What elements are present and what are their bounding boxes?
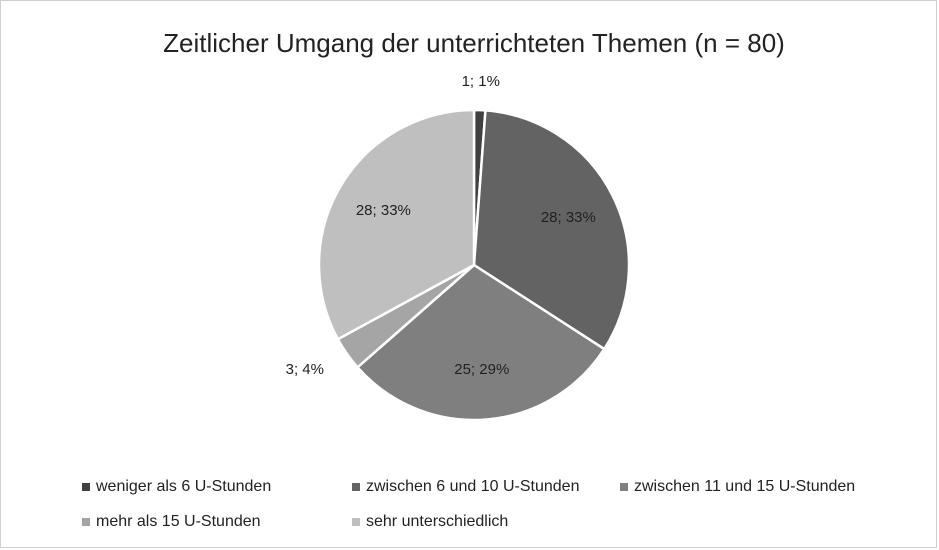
data-label: 3; 4% xyxy=(286,361,324,378)
chart-title: Zeitlicher Umgang der unterrichteten The… xyxy=(163,28,785,58)
legend-marker xyxy=(352,518,360,526)
legend-label: zwischen 6 und 10 U-Stunden xyxy=(366,478,579,495)
data-label: 1; 1% xyxy=(462,73,500,90)
pie-slice xyxy=(355,263,606,422)
legend-label: weniger als 6 U-Stunden xyxy=(95,478,271,495)
legend-label: zwischen 11 und 15 U-Stunden xyxy=(634,478,855,495)
data-label: 25; 29% xyxy=(454,361,509,378)
pie-slice xyxy=(317,108,476,341)
legend-marker xyxy=(352,483,360,491)
legend-marker xyxy=(620,483,628,491)
legend-label: sehr unterschiedlich xyxy=(366,513,508,530)
data-label: 28; 33% xyxy=(541,209,596,226)
legend-marker xyxy=(82,483,90,491)
legend-label: mehr als 15 U-Stunden xyxy=(96,513,261,530)
data-label: 28; 33% xyxy=(356,202,411,219)
legend-marker xyxy=(82,518,90,526)
